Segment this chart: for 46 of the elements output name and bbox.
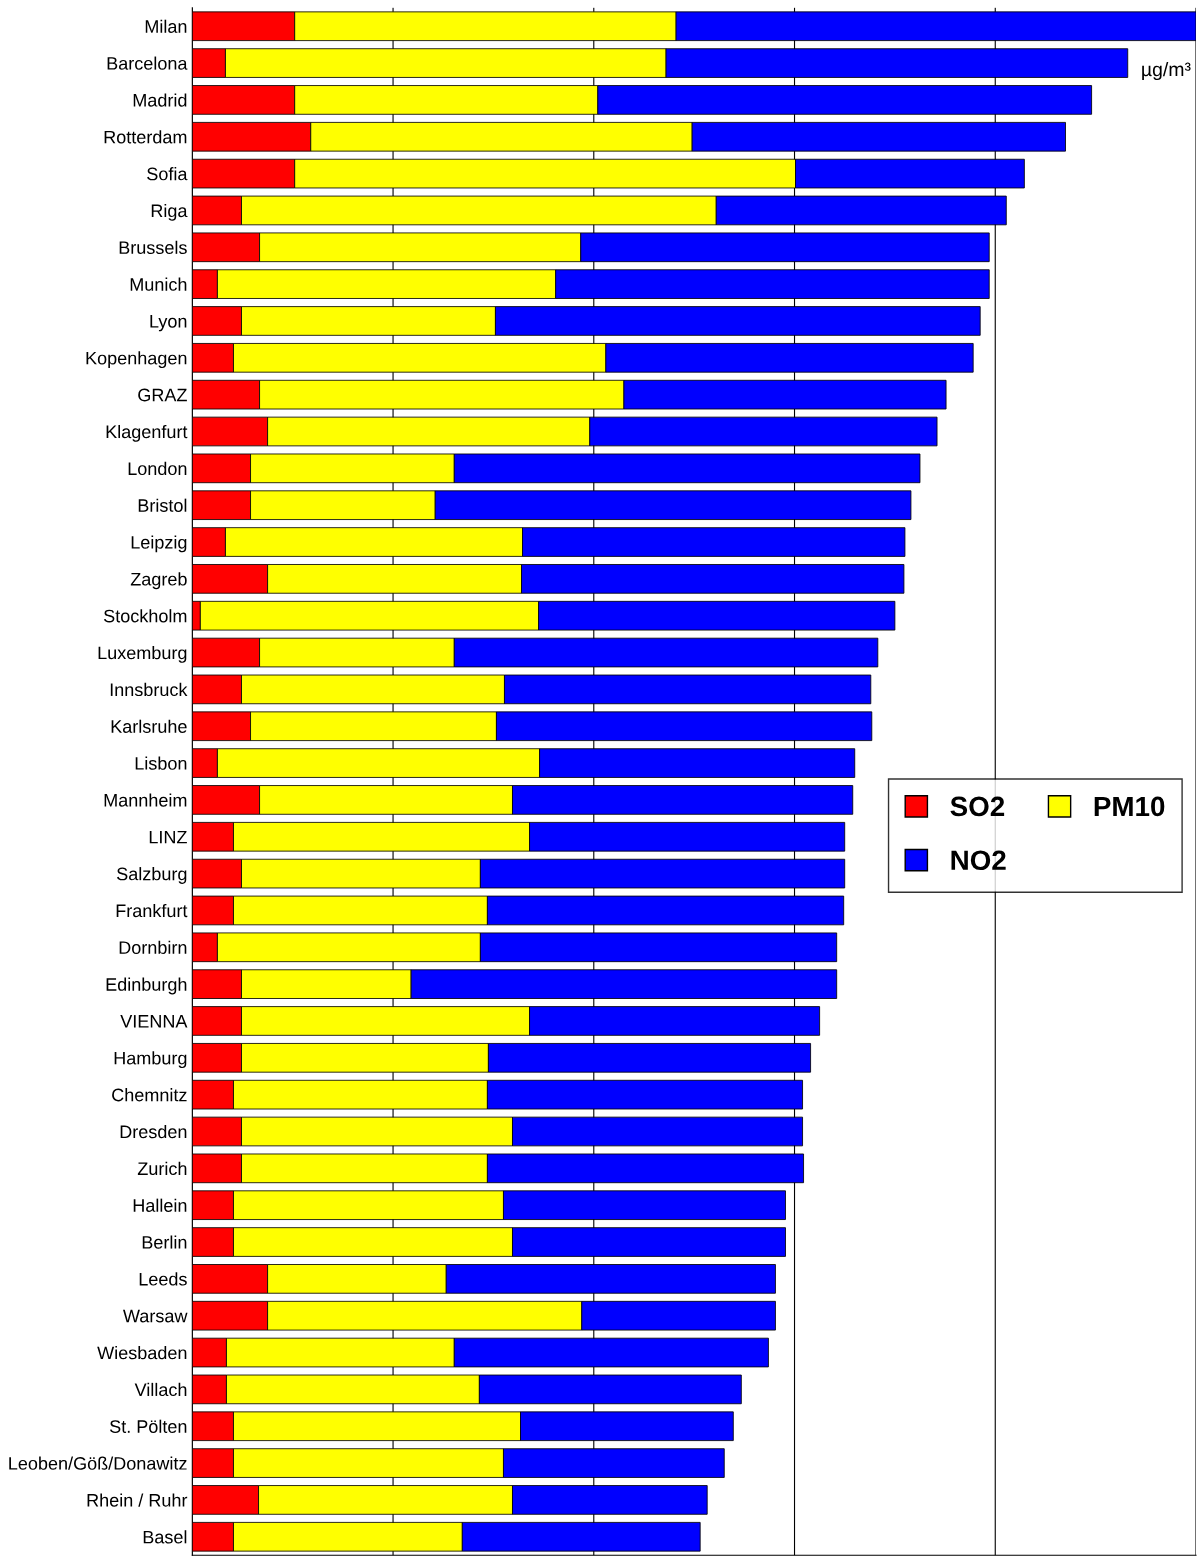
y-tick-label: Villach xyxy=(134,1382,187,1397)
y-tick-label: Brussels xyxy=(119,240,187,255)
y-tick-label: VIENNA xyxy=(120,1015,188,1028)
y-tick-label: Rotterdam xyxy=(104,130,187,144)
y-tick-label: Klagenfurt xyxy=(106,424,188,442)
legend-label: NO2 xyxy=(951,850,1006,871)
legend-label: SO2 xyxy=(950,796,1005,817)
y-tick-label: Sofia xyxy=(147,167,188,181)
y-tick-label: Karlsruhe xyxy=(111,719,187,733)
y-tick-label: London xyxy=(128,461,187,476)
y-tick-label: Dresden xyxy=(120,1124,187,1139)
y-tick-label: Dornbirn xyxy=(119,940,187,955)
y-tick-label: Basel xyxy=(143,1530,187,1544)
y-tick-label: Warsaw xyxy=(123,1309,188,1323)
y-tick-label: Madrid xyxy=(133,93,187,107)
y-tick-label: Leoben/Göß/Donawitz xyxy=(9,1456,187,1470)
y-tick-label: Leipzig xyxy=(131,535,187,553)
y-tick-label: Chemnitz xyxy=(112,1088,187,1102)
y-tick-label: Zurich xyxy=(137,1161,187,1176)
y-tick-label: Stockholm xyxy=(103,609,187,623)
y-tick-label: Bristol xyxy=(138,498,187,512)
y-tick-label: Wiesbaden xyxy=(97,1346,187,1360)
y-tick-label: Barcelona xyxy=(107,56,188,70)
y-tick-label: Mannheim xyxy=(104,793,187,807)
y-tick-label: Leeds xyxy=(139,1272,187,1286)
y-tick-label: Lyon xyxy=(150,315,187,332)
y-tick-label: LINZ xyxy=(149,830,187,844)
y-tick-label: Salzburg xyxy=(117,867,187,884)
legend-label: PM10 xyxy=(1094,796,1165,817)
y-tick-label: Lisbon xyxy=(135,756,187,770)
y-tick-label: Rhein / Ruhr xyxy=(87,1493,188,1507)
annotation: µg/m³ xyxy=(1142,61,1191,81)
y-tick-label: Munich xyxy=(130,277,187,291)
y-tick-label: Kopenhagen xyxy=(86,351,187,369)
y-tick-label: Berlin xyxy=(142,1235,187,1249)
y-tick-label: Innsbruck xyxy=(110,682,188,697)
y-tick-label: Riga xyxy=(151,203,188,221)
y-tick-label: Edinburgh xyxy=(106,977,187,995)
y-tick-label: Hamburg xyxy=(114,1051,187,1069)
y-tick-label: Zagreb xyxy=(130,572,187,590)
y-tick-label: Luxemburg xyxy=(98,646,187,663)
y-tick-label: GRAZ xyxy=(138,388,187,402)
y-tick-label: Milan xyxy=(145,19,187,33)
y-tick-label: Frankfurt xyxy=(116,903,188,918)
y-tick-label: St. Pölten xyxy=(109,1419,187,1433)
y-tick-label: Hallein xyxy=(133,1198,187,1212)
